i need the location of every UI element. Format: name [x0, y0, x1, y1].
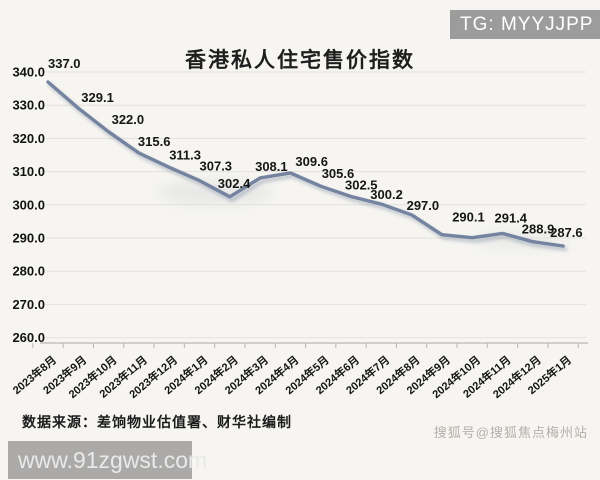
tg-watermark-badge: TG: MYYJJPP — [450, 10, 600, 39]
point-value-label: 290.1 — [452, 210, 485, 225]
point-value-label: 291.4 — [495, 210, 528, 225]
chart-title: 香港私人住宅售价指数 — [185, 49, 415, 72]
y-axis-tick-label: 310.0 — [12, 164, 45, 179]
url-watermark-bar: www.91zgwst.com — [8, 441, 207, 479]
point-value-label: 311.3 — [169, 147, 201, 162]
point-value-label: 322.0 — [112, 112, 145, 127]
point-value-label: 308.1 — [255, 159, 288, 174]
point-value-label: 287.6 — [550, 225, 583, 240]
point-value-label: 315.6 — [138, 134, 171, 149]
y-axis-tick-label: 270.0 — [12, 297, 45, 312]
point-value-label: 300.2 — [370, 187, 403, 202]
data-source-note: 数据来源：差饷物业估值署、财华社编制 — [22, 414, 292, 430]
price-line — [46, 80, 565, 248]
y-axis-tick-label: 340.0 — [12, 65, 45, 80]
y-axis-tick-label: 300.0 — [12, 197, 45, 212]
point-value-label: 305.6 — [322, 166, 355, 181]
point-value-label: 329.1 — [81, 90, 114, 105]
y-axis-tick-label: 260.0 — [12, 330, 45, 345]
sohu-watermark: 搜狐号@搜狐焦点梅州站 — [433, 425, 588, 440]
point-value-label: 302.4 — [218, 176, 251, 191]
y-axis-tick-label: 330.0 — [12, 98, 45, 113]
y-axis-tick-label: 320.0 — [12, 131, 45, 146]
point-value-label: 288.9 — [522, 222, 555, 237]
point-value-label: 307.3 — [200, 159, 233, 174]
y-axis-tick-label: 280.0 — [12, 264, 45, 279]
point-value-label: 309.6 — [295, 154, 328, 169]
point-value-label: 337.0 — [48, 56, 81, 71]
y-axis-tick-label: 290.0 — [12, 231, 45, 246]
point-value-label: 302.5 — [345, 178, 378, 193]
point-value-label: 297.0 — [407, 198, 440, 213]
